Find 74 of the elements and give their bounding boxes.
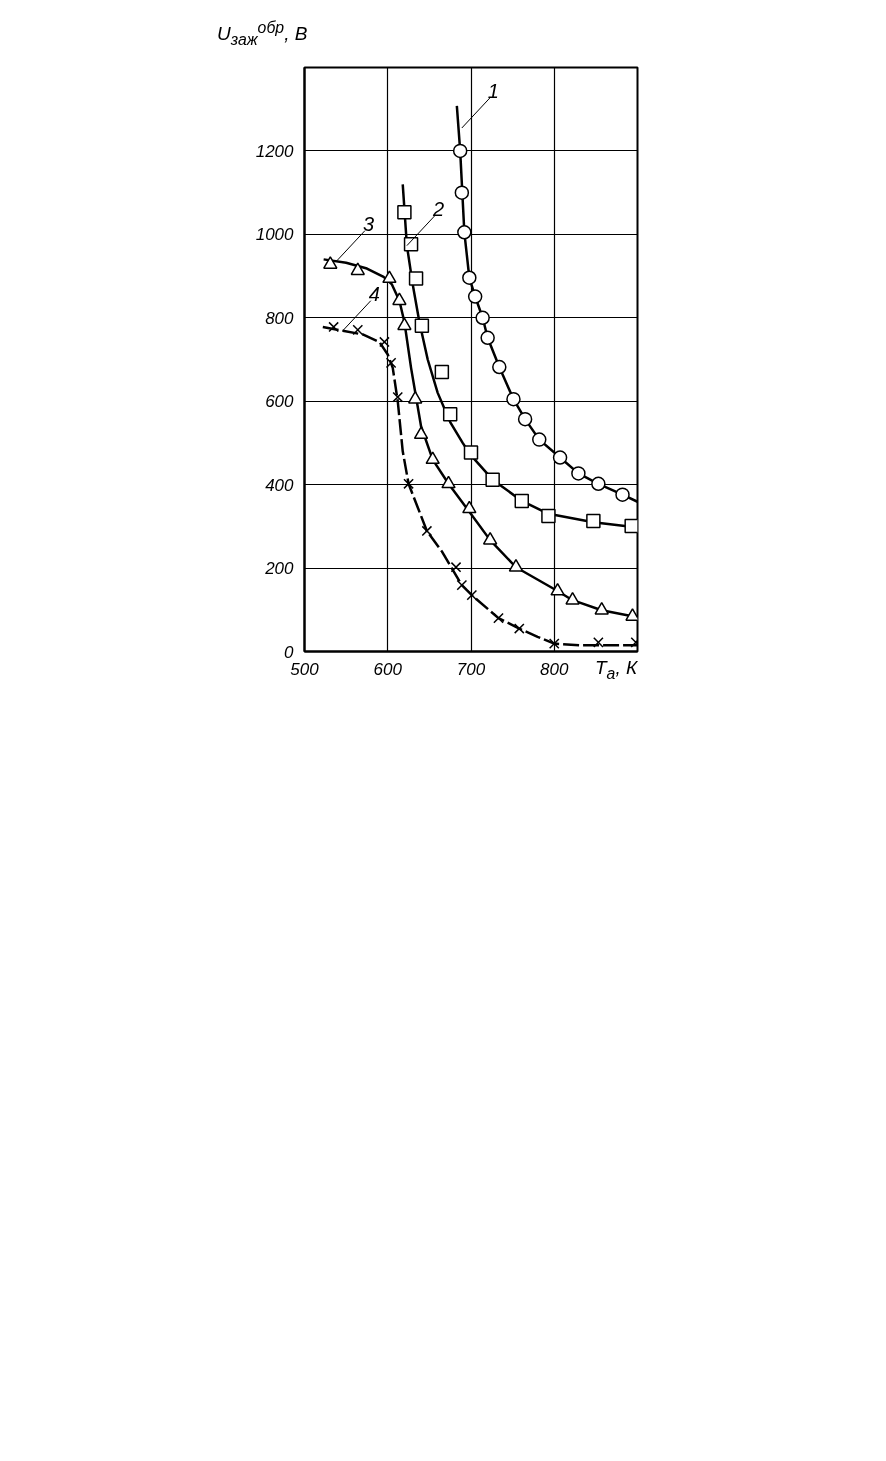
point [407, 390, 423, 404]
y-tick-label: 800 [265, 308, 295, 328]
point [586, 513, 601, 529]
point [485, 472, 500, 487]
point [385, 357, 397, 369]
point [350, 262, 366, 276]
point [624, 518, 638, 534]
x-tick-label: 800 [540, 659, 569, 679]
point [403, 478, 414, 490]
point [532, 432, 547, 447]
annotation: 1 [487, 79, 499, 102]
point [397, 205, 412, 220]
x-axis-title: T$_{a}$, К [595, 656, 638, 684]
point [408, 271, 424, 286]
point [467, 289, 483, 304]
point [548, 638, 560, 649]
y-tick-label: 600 [265, 392, 295, 412]
point [480, 330, 495, 346]
point [397, 317, 412, 331]
point [508, 558, 524, 572]
point [452, 143, 468, 159]
point [323, 256, 338, 269]
point [466, 589, 478, 601]
y-axis-title: U$_{заж}$$^{обр}$, В [217, 18, 308, 51]
y-tick-label: 0 [284, 642, 295, 662]
point [593, 636, 604, 648]
point [425, 451, 440, 465]
point [492, 359, 507, 375]
y-tick-label: 1200 [255, 141, 295, 161]
point [625, 608, 638, 621]
x-tick-label: 700 [456, 659, 486, 679]
point [421, 525, 433, 537]
point [441, 475, 456, 489]
point [493, 612, 504, 624]
point [571, 466, 586, 481]
point [514, 493, 530, 509]
point [615, 487, 630, 502]
annotation: 2 [431, 197, 445, 220]
point [456, 579, 468, 591]
point [328, 321, 339, 333]
point [392, 391, 404, 403]
x-tick-label: 500 [290, 659, 320, 679]
point [591, 476, 606, 492]
point [462, 500, 477, 514]
y-tick-label: 400 [265, 475, 295, 495]
point [403, 237, 419, 252]
point [379, 336, 390, 348]
x-tick-label: 600 [373, 659, 403, 679]
y-tick-label: 1000 [255, 225, 295, 245]
point [462, 270, 477, 285]
point [463, 445, 479, 460]
point [442, 406, 458, 422]
point [413, 426, 429, 440]
point [454, 185, 470, 200]
point [382, 270, 397, 284]
point [594, 601, 609, 615]
point [482, 531, 498, 545]
point [392, 292, 407, 306]
point [506, 391, 521, 407]
point [552, 450, 568, 465]
point [457, 225, 472, 240]
point [550, 582, 565, 596]
point [450, 561, 462, 573]
point [475, 310, 490, 326]
point [513, 623, 525, 634]
point [352, 324, 364, 336]
y-tick-label: 200 [264, 559, 295, 579]
annotation: 3 [362, 212, 375, 235]
point [517, 411, 533, 427]
point [434, 364, 450, 380]
point [541, 508, 556, 524]
point [565, 591, 580, 605]
point [414, 318, 430, 333]
annotation: 4 [368, 282, 380, 305]
